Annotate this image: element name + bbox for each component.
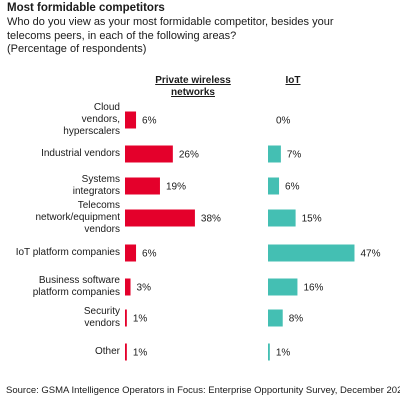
panel-title-iot: IoT (268, 75, 318, 87)
bar (268, 278, 298, 296)
category-label-line: Systems (81, 174, 120, 185)
category-label-line: Business software (38, 275, 120, 286)
panel-title-line: networks (171, 87, 215, 98)
source-note: Source: GSMA Intelligence Operators in F… (6, 385, 400, 396)
data-label: 0% (276, 116, 291, 127)
category-label: Business software platform companies (8, 275, 120, 299)
bar (268, 145, 281, 163)
data-label: 1% (133, 348, 148, 359)
bar (125, 343, 127, 361)
data-label: 1% (133, 314, 148, 325)
data-label: 26% (179, 150, 199, 161)
bar (268, 177, 280, 195)
category-label-line: Security (83, 306, 120, 317)
category-label-line: vendors, (81, 114, 120, 125)
bar (125, 111, 137, 129)
data-label: 7% (287, 150, 302, 161)
category-label-line: integrators (72, 186, 120, 197)
panel-title-line: Private wireless (155, 75, 231, 86)
data-label: 47% (360, 249, 380, 260)
bar (268, 209, 296, 227)
data-label: 15% (302, 214, 322, 225)
data-label: 1% (276, 348, 291, 359)
subtitle-line: (Percentage of respondents) (7, 43, 147, 55)
category-label-line: vendors (84, 318, 120, 329)
category-label: Systems integrators (8, 174, 120, 198)
bar (125, 244, 137, 262)
category-label-line: IoT platform companies (15, 247, 120, 258)
bar (125, 177, 160, 195)
data-label: 19% (166, 182, 186, 193)
panel-title-line: IoT (285, 75, 301, 86)
bar (125, 309, 127, 327)
category-label-line: hyperscalers (63, 126, 120, 137)
data-label: 8% (289, 314, 304, 325)
category-label-line: Other (94, 346, 120, 357)
subtitle-line: telecoms peers, in each of the following… (7, 29, 237, 42)
data-label: 6% (142, 249, 157, 260)
panel-title-private-wireless: Private wireless networks (138, 75, 248, 99)
category-label: Security vendors (8, 306, 120, 330)
category-label: Cloud vendors, hyperscalers (8, 102, 120, 138)
category-label: Telecoms network/equipment vendors (8, 200, 121, 236)
bar (125, 209, 195, 227)
category-label-line: network/equipment (35, 212, 121, 223)
bar (125, 145, 173, 163)
category-label: Industrial vendors (8, 148, 120, 160)
data-label: 38% (201, 214, 221, 225)
category-label-line: Cloud (93, 102, 120, 113)
category-label: IoT platform companies (8, 247, 120, 259)
data-label: 6% (142, 116, 157, 127)
chart-title: Most formidable competitors (7, 2, 165, 14)
data-label: 6% (285, 182, 300, 193)
data-label: 16% (303, 283, 323, 294)
bar (268, 244, 355, 262)
chart-subtitle: Who do you view as your most formidable … (7, 16, 397, 57)
bar (125, 278, 131, 296)
category-label-line: Telecoms (77, 200, 120, 211)
category-label-line: vendors (84, 224, 120, 235)
category-label: Other (8, 346, 120, 358)
bar (268, 309, 283, 327)
data-label: 3% (137, 283, 152, 294)
category-label-line: Industrial vendors (41, 148, 120, 159)
category-label-line: platform companies (32, 287, 120, 298)
subtitle-line: Who do you view as your most formidable … (7, 16, 334, 28)
bar (268, 343, 270, 361)
